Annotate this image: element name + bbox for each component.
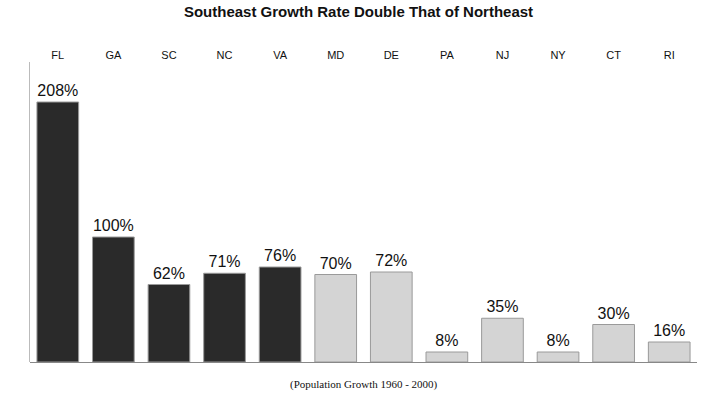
svg-text:MD: MD [327, 49, 344, 61]
svg-text:8%: 8% [435, 332, 458, 349]
svg-text:VA: VA [273, 49, 288, 61]
svg-text:8%: 8% [546, 332, 569, 349]
svg-text:Southeast Growth Rate Double T: Southeast Growth Rate Double That of Nor… [184, 3, 533, 20]
svg-text:PA: PA [440, 49, 455, 61]
svg-text:FL: FL [51, 49, 64, 61]
svg-text:35%: 35% [486, 298, 518, 315]
svg-text:70%: 70% [320, 255, 352, 272]
svg-text:62%: 62% [153, 265, 185, 282]
svg-text:GA: GA [105, 49, 122, 61]
svg-text:72%: 72% [375, 252, 407, 269]
svg-text:208%: 208% [37, 82, 78, 99]
svg-text:30%: 30% [598, 305, 630, 322]
svg-text:76%: 76% [264, 247, 296, 264]
svg-text:NC: NC [217, 49, 233, 61]
svg-text:DE: DE [384, 49, 399, 61]
svg-text:16%: 16% [653, 322, 685, 339]
svg-text:71%: 71% [209, 253, 241, 270]
svg-text:100%: 100% [93, 217, 134, 234]
svg-text:RI: RI [664, 49, 675, 61]
svg-text:NJ: NJ [496, 49, 509, 61]
svg-text:(Population Growth 1960 - 2000: (Population Growth 1960 - 2000) [290, 378, 438, 391]
svg-text:SC: SC [161, 49, 176, 61]
svg-text:NY: NY [550, 49, 566, 61]
svg-text:CT: CT [606, 49, 621, 61]
